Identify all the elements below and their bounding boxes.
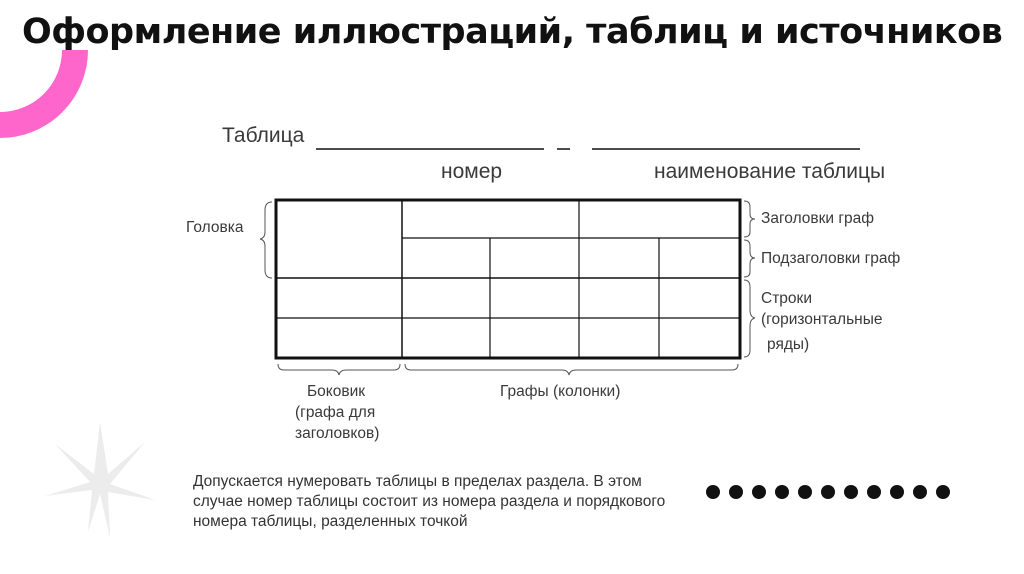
table-diagram (259, 148, 860, 376)
label-number: номер (441, 160, 503, 183)
dot (729, 485, 743, 499)
subheaders-label: Подзаголовки граф (761, 250, 901, 267)
dot (821, 485, 835, 499)
table-outline (274, 198, 742, 360)
rows-label-2: (горизонтальные (761, 311, 883, 328)
dot (844, 485, 858, 499)
dot (775, 485, 789, 499)
stub-label-3: заголовков) (295, 425, 380, 442)
dot (867, 485, 881, 499)
starburst-icon (45, 422, 155, 537)
dots-decoration (706, 485, 950, 499)
label-name: наименование таблицы (654, 160, 886, 183)
caption-prefix: Таблица (222, 124, 305, 147)
note-text: Допускается нумеровать таблицы в предела… (193, 473, 666, 530)
dot (752, 485, 766, 499)
column-headers-brace (743, 200, 756, 238)
page-title: Оформление иллюстраций, таблиц и источни… (22, 12, 1003, 52)
dot (936, 485, 950, 499)
columns-label: Графы (колонки) (500, 383, 621, 400)
dot (798, 485, 812, 499)
rows-brace (743, 279, 756, 358)
columns-brace (404, 363, 739, 376)
rows-label-1: Строки (761, 290, 812, 307)
head-label: Головка (186, 219, 244, 236)
dot (706, 485, 720, 499)
subheaders-brace (743, 239, 756, 278)
stub-label-1: Боковик (307, 383, 366, 400)
stub-brace (277, 363, 401, 376)
pink-arc-decoration (0, 49, 88, 138)
rows-label-3: ряды) (767, 336, 810, 353)
column-headers-label: Заголовки граф (761, 210, 875, 227)
stub-label-2: (графа для (295, 404, 376, 421)
dot (890, 485, 904, 499)
dot (913, 485, 927, 499)
head-brace (259, 201, 273, 279)
